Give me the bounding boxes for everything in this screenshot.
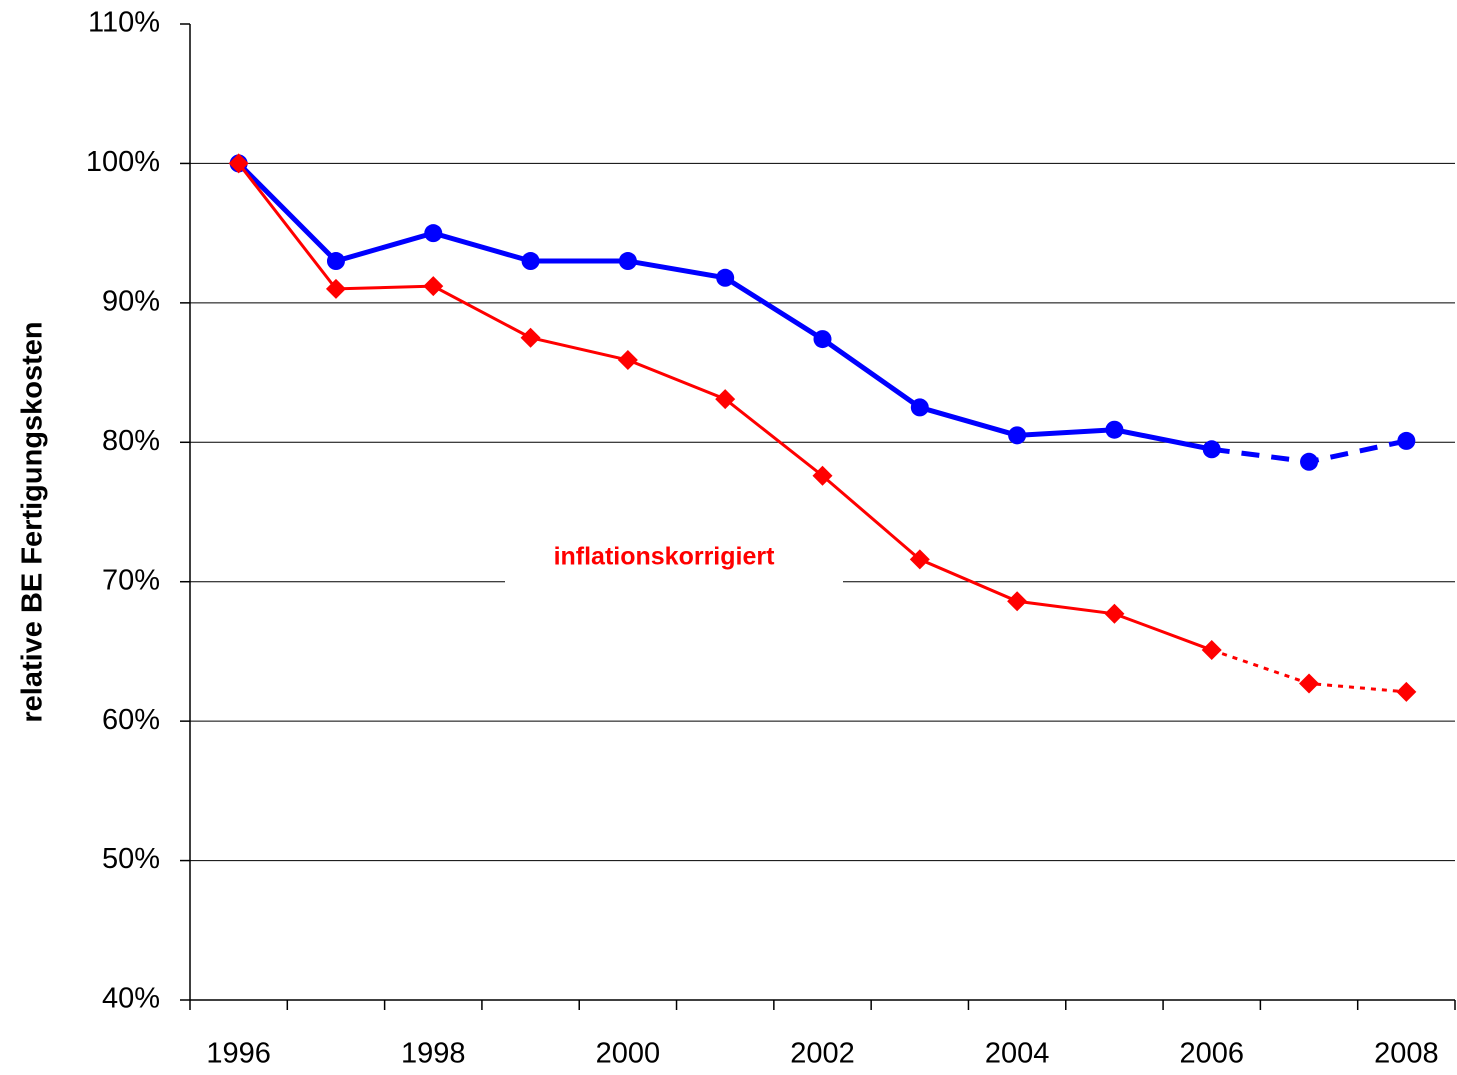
- marker: [424, 224, 443, 243]
- y-tick-label: 40%: [102, 983, 160, 1015]
- marker: [1396, 681, 1417, 702]
- marker: [1202, 440, 1221, 459]
- annotation-bg: [505, 551, 843, 612]
- y-tick-label: 50%: [102, 843, 160, 875]
- marker: [520, 327, 541, 348]
- marker: [715, 389, 736, 410]
- marker: [1104, 603, 1125, 624]
- x-tick-label: 2000: [596, 1038, 661, 1070]
- annotation: inflationskorrigiert: [554, 542, 776, 570]
- marker: [618, 252, 637, 271]
- marker: [423, 276, 444, 297]
- marker: [521, 252, 540, 271]
- marker: [1300, 452, 1319, 471]
- y-tick-label: 70%: [102, 564, 160, 596]
- y-tick-label: 110%: [88, 7, 160, 39]
- x-tick-label: 1996: [206, 1038, 271, 1070]
- marker: [716, 268, 735, 287]
- y-tick-label: 100%: [86, 146, 160, 178]
- marker: [1201, 640, 1222, 661]
- marker: [1397, 431, 1416, 450]
- marker: [326, 252, 345, 271]
- marker: [1299, 673, 1320, 694]
- y-tick-label: 80%: [102, 425, 160, 457]
- marker: [909, 549, 930, 570]
- marker: [1105, 420, 1124, 439]
- x-tick-label: 2006: [1179, 1038, 1244, 1070]
- x-tick-label: 2002: [790, 1038, 855, 1070]
- x-tick-label: 2008: [1374, 1038, 1439, 1070]
- marker: [228, 153, 249, 174]
- y-axis-label: relative BE Fertigungskosten: [17, 321, 49, 722]
- marker: [325, 278, 346, 299]
- x-tick-label: 1998: [401, 1038, 466, 1070]
- marker: [617, 350, 638, 371]
- marker: [812, 465, 833, 486]
- marker: [1007, 591, 1028, 612]
- marker: [910, 398, 929, 417]
- marker: [813, 330, 832, 349]
- y-tick-label: 90%: [102, 286, 160, 318]
- x-tick-label: 2004: [985, 1038, 1050, 1070]
- y-tick-label: 60%: [102, 704, 160, 736]
- marker: [1008, 426, 1027, 445]
